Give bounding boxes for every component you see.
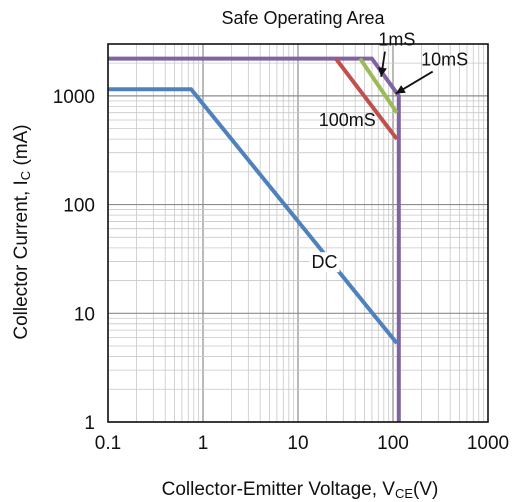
x-tick-label: 100 [377,433,409,454]
annotation-100ms: 100mS [319,110,376,130]
grid [107,43,488,423]
y-tick-label: 100 [63,196,95,217]
chart-title: Safe Operating Area [221,8,385,28]
y-tick-label: 10 [74,304,95,325]
annotations: 1mS 10mS 100mS DC [309,30,468,273]
annotation-dc: DC [311,252,337,272]
annotation-10ms: 10mS [421,50,468,70]
y-tick-label: 1000 [53,87,95,108]
x-tick-label: 0.1 [95,433,121,454]
annotation-arrowhead-10ms [395,85,406,94]
y-axis-label: Collector Current, IC (mA) [11,124,33,339]
series-line-1ms [108,56,401,422]
x-tick-label: 10 [287,433,308,454]
series-line-10ms [358,57,399,114]
series-line-100ms [334,57,399,141]
x-tick-labels: 0.1 1 10 100 1000 [95,433,509,454]
annotation-1ms: 1mS [378,30,415,50]
annotation-bg [309,252,340,273]
y-tick-labels: 1 10 100 1000 [53,87,95,434]
x-tick-label: 1000 [467,433,509,454]
x-tick-label: 1 [198,433,209,454]
x-axis-label: Collector-Emitter Voltage, VCE(V) [162,479,439,501]
annotation-arrowhead-1ms [378,67,387,77]
plot-frame [107,43,489,423]
y-tick-label: 1 [84,413,95,434]
